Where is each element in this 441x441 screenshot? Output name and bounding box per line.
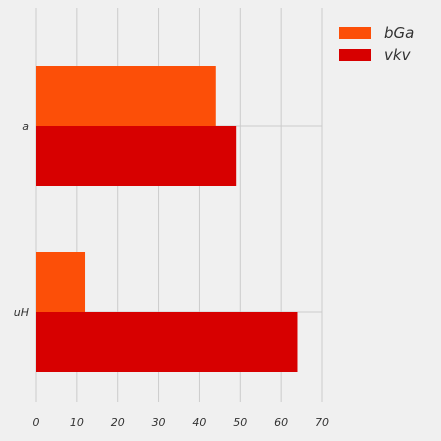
bar-bGa-uH xyxy=(36,252,86,312)
legend-label-vkv: vkv xyxy=(384,46,412,64)
x-tick-label: 50 xyxy=(233,416,247,429)
x-tick-label: 40 xyxy=(192,416,206,429)
legend-label-bGa: bGa xyxy=(384,24,414,42)
x-tick-labels: 0 10 20 30 40 50 60 70 xyxy=(33,416,330,429)
bars xyxy=(36,66,298,372)
x-tick-label: 70 xyxy=(315,416,329,429)
x-tick-label: 20 xyxy=(111,416,125,429)
legend: bGa vkv xyxy=(339,24,414,64)
x-tick-label: 30 xyxy=(152,416,166,429)
legend-swatch-bGa xyxy=(339,27,371,39)
bar-bGa-a xyxy=(36,66,216,126)
x-tick-label: 60 xyxy=(274,416,288,429)
bar-vkv-a xyxy=(36,126,237,186)
x-tick-label: 0 xyxy=(33,416,40,429)
legend-swatch-vkv xyxy=(339,49,371,61)
y-tick-label: uH xyxy=(14,306,29,319)
y-tick-label: a xyxy=(22,120,29,133)
y-tick-labels: a uH xyxy=(14,120,30,319)
x-tick-label: 10 xyxy=(70,416,84,429)
bar-vkv-uH xyxy=(36,312,298,372)
